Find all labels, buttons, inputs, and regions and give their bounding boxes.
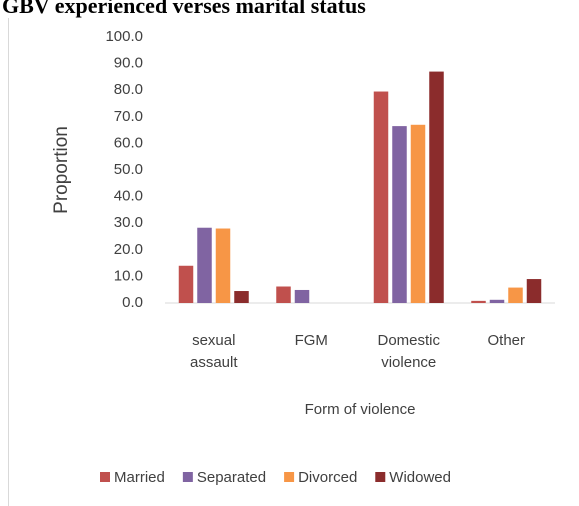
bar — [410, 124, 426, 303]
bar — [276, 286, 291, 303]
y-tick-label: 10.0 — [114, 267, 143, 284]
y-tick-label: 70.0 — [114, 108, 143, 125]
x-tick-label: Other — [487, 332, 525, 349]
bar — [373, 91, 389, 303]
bar — [471, 300, 486, 303]
bar — [526, 279, 542, 303]
legend-label: Divorced — [298, 469, 357, 486]
bar — [429, 71, 444, 303]
x-axis-title: Form of violence — [305, 401, 416, 418]
bar — [234, 291, 249, 303]
legend-label: Separated — [197, 469, 266, 486]
y-tick-label: 50.0 — [114, 161, 143, 178]
y-tick-label: 60.0 — [114, 134, 143, 151]
y-tick-label: 80.0 — [114, 81, 143, 98]
y-axis-title: Proportion — [51, 126, 72, 214]
chart-title: GBV experienced verses marital status — [2, 0, 366, 18]
y-tick-label: 100.0 — [105, 28, 143, 45]
legend-label: Married — [114, 469, 165, 486]
bar — [392, 126, 407, 303]
y-tick-label: 20.0 — [114, 241, 143, 258]
legend-swatch — [284, 472, 295, 482]
x-tick-label: Domestic violence — [377, 332, 440, 371]
bar — [294, 289, 310, 303]
y-tick-label: 0.0 — [122, 294, 143, 311]
legend-swatch — [182, 472, 193, 482]
bar — [178, 265, 194, 303]
bar — [197, 227, 212, 303]
x-tick-label: sexual assault — [189, 332, 238, 371]
bar — [508, 287, 523, 303]
legend-label: Widowed — [389, 469, 451, 486]
x-tick-label: FGM — [294, 332, 328, 349]
bar — [489, 299, 505, 303]
legend-swatch — [100, 472, 110, 482]
y-tick-label: 90.0 — [114, 55, 143, 72]
legend-swatch — [375, 472, 386, 482]
y-tick-label: 30.0 — [114, 214, 143, 231]
bar — [215, 228, 231, 303]
y-tick-label: 40.0 — [114, 188, 143, 205]
